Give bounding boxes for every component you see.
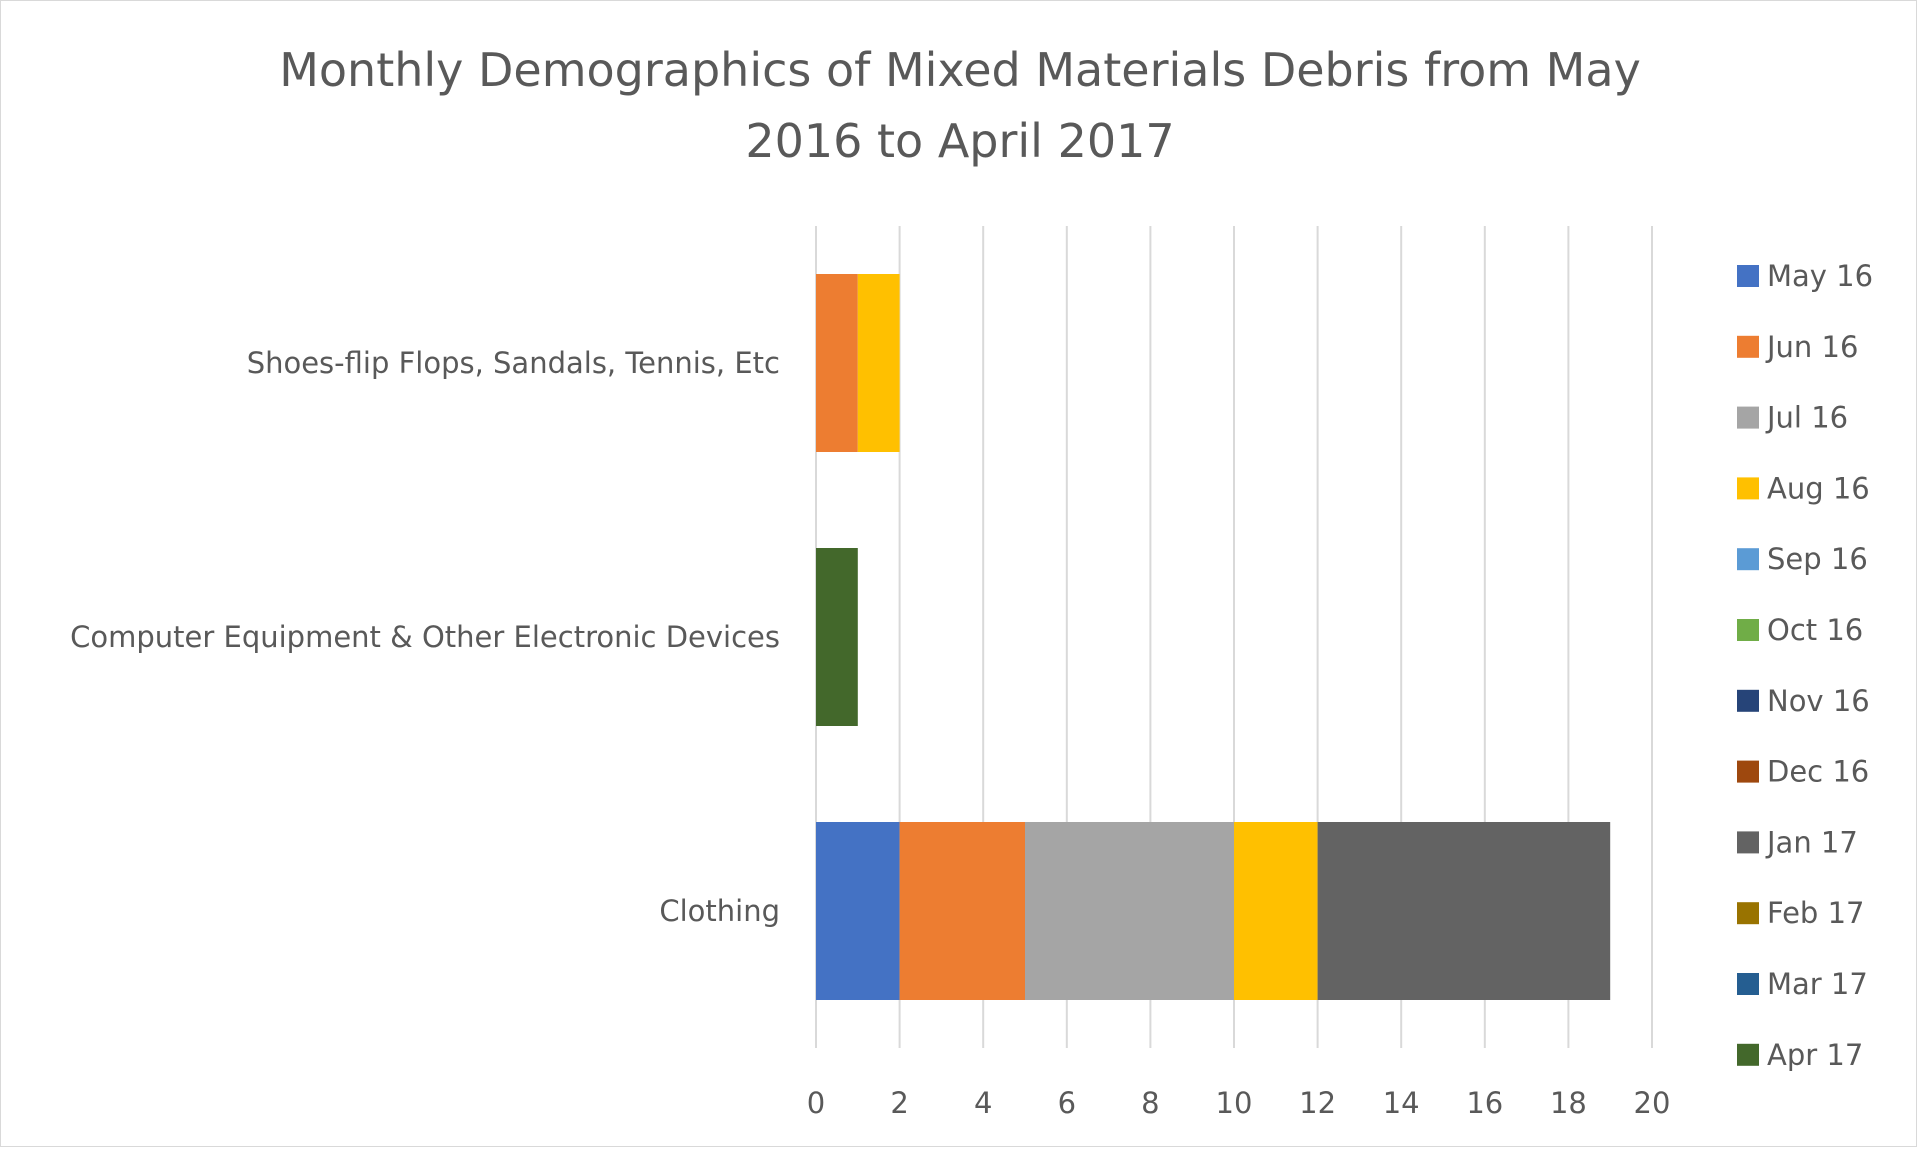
category-label-clothing: Clothing: [659, 894, 780, 928]
legend-label-mar-17: Mar 17: [1767, 967, 1868, 1001]
legend-swatch-may-16: [1737, 265, 1759, 287]
x-tick-label-20: 20: [1634, 1086, 1671, 1120]
chart-title-line-1: Monthly Demographics of Mixed Materials …: [279, 43, 1641, 97]
legend-label-jul-16: Jul 16: [1765, 401, 1848, 435]
legend-swatch-aug-16: [1737, 477, 1759, 500]
bar-clothing-aug-16: [1234, 822, 1318, 1000]
x-tick-label-4: 4: [974, 1086, 992, 1120]
legend-swatch-jun-16: [1737, 335, 1759, 358]
x-tick-label-18: 18: [1550, 1086, 1587, 1120]
x-tick-label-2: 2: [890, 1086, 908, 1120]
x-tick-label-16: 16: [1466, 1086, 1503, 1120]
bar-series: [816, 274, 1611, 1000]
x-tick-label-14: 14: [1383, 1086, 1420, 1120]
legend-label-nov-16: Nov 16: [1767, 684, 1870, 718]
legend-swatch-feb-17: [1737, 902, 1759, 925]
category-label-shoes-flip-flops-sandals-tennis-etc: Shoes-flip Flops, Sandals, Tennis, Etc: [247, 346, 780, 380]
legend-label-sep-16: Sep 16: [1767, 542, 1868, 576]
legend-swatch-mar-17: [1737, 973, 1759, 995]
legend-swatch-apr-17: [1737, 1043, 1759, 1066]
x-tick-label-12: 12: [1299, 1086, 1336, 1120]
category-label-computer-equipment-other-electronic-devices: Computer Equipment & Other Electronic De…: [70, 620, 780, 654]
x-tick-label-0: 0: [807, 1086, 825, 1120]
bar-shoes-flip-flops-sandals-tennis-etc-aug-16: [857, 274, 900, 452]
legend-swatch-oct-16: [1737, 619, 1759, 641]
legend-label-aug-16: Aug 16: [1767, 471, 1870, 505]
legend: May 16 Jun 16 Jul 16 Aug 16 Sep 16 Oct 16 Nov …: [1737, 259, 1873, 1072]
bar-computer-equipment-other-electronic-devices-apr-17: [816, 548, 858, 726]
bar-clothing-jan-17: [1317, 822, 1611, 1000]
legend-label-may-16: May 16: [1767, 259, 1873, 293]
x-tick-label-10: 10: [1216, 1086, 1253, 1120]
legend-swatch-nov-16: [1737, 689, 1759, 712]
legend-label-dec-16: Dec 16: [1767, 755, 1869, 789]
x-tick-label-6: 6: [1058, 1086, 1076, 1120]
bar-clothing-jun-16: [899, 822, 1025, 1000]
y-axis-category-labels: Clothing Computer Equipment & Other Elect…: [70, 346, 780, 928]
legend-label-apr-17: Apr 17: [1767, 1038, 1863, 1072]
legend-swatch-jan-17: [1737, 831, 1759, 854]
legend-swatch-sep-16: [1737, 548, 1759, 571]
chart-title-line-2: 2016 to April 2017: [745, 114, 1174, 168]
legend-label-jan-17: Jan 17: [1765, 825, 1858, 859]
bar-clothing-jul-16: [1025, 822, 1234, 1000]
legend-swatch-dec-16: [1737, 760, 1759, 783]
legend-swatch-jul-16: [1737, 406, 1759, 429]
legend-label-jun-16: Jun 16: [1765, 330, 1858, 364]
x-tick-label-8: 8: [1141, 1086, 1159, 1120]
legend-label-oct-16: Oct 16: [1767, 613, 1863, 647]
bar-shoes-flip-flops-sandals-tennis-etc-jun-16: [816, 274, 858, 452]
x-axis-tick-labels: 0 2 4 6 8 10 12 14 16 18 20: [807, 1086, 1671, 1120]
bar-clothing-may-16: [816, 822, 900, 1000]
chart-title: Monthly Demographics of Mixed Materials …: [279, 43, 1641, 168]
legend-label-feb-17: Feb 17: [1767, 896, 1864, 930]
